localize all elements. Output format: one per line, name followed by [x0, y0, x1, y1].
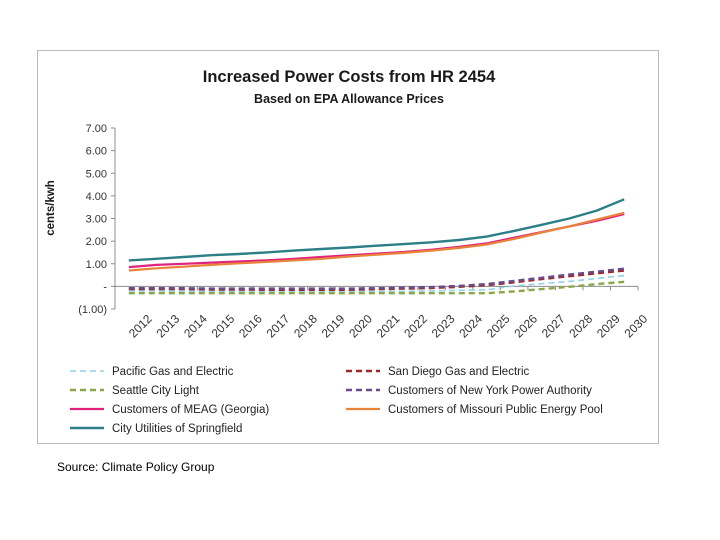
x-tick-label: 2017	[264, 311, 293, 340]
source-note: Source: Climate Policy Group	[57, 460, 215, 474]
y-tick-label: 5.00	[86, 168, 107, 180]
legend-label: Customers of New York Power Authority	[388, 385, 592, 397]
x-tick-label: 2029	[594, 311, 623, 340]
legend-label: City Utilities of Springfield	[112, 423, 242, 435]
x-tick-label: 2013	[154, 311, 183, 340]
x-tick-label: 2012	[126, 311, 155, 340]
series-line	[128, 274, 625, 293]
x-tick-label: 2024	[456, 311, 485, 340]
y-tick-label: 1.00	[86, 259, 107, 271]
x-tick-label: 2014	[181, 311, 210, 340]
legend-label: Customers of Missouri Public Energy Pool	[388, 404, 603, 416]
x-tick-label: 2023	[429, 311, 458, 340]
chart-frame: Increased Power Costs from HR 2454 Based…	[37, 50, 659, 444]
x-tick-label: 2021	[374, 311, 403, 340]
legend-label: Pacific Gas and Electric	[112, 366, 234, 378]
x-tick-label: 2025	[484, 311, 513, 340]
series-group	[128, 198, 625, 295]
x-tick-label: 2030	[621, 311, 650, 340]
chart-subtitle: Based on EPA Allowance Prices	[254, 92, 444, 106]
legend-label: Seattle City Light	[112, 385, 200, 397]
x-tick-label: 2016	[236, 311, 265, 340]
x-tick-label: 2028	[566, 311, 595, 340]
series-line	[128, 280, 625, 295]
legend-label: Customers of MEAG (Georgia)	[112, 404, 269, 416]
axes-group: 7.006.005.004.003.002.001.00-(1.00)20122…	[78, 123, 650, 340]
y-tick-label: (1.00)	[78, 304, 107, 316]
x-tick-label: 2018	[291, 311, 320, 340]
y-tick-label: 2.00	[86, 236, 107, 248]
y-tick-label: -	[103, 281, 107, 293]
x-tick-label: 2020	[346, 311, 375, 340]
x-tick-label: 2019	[319, 311, 348, 340]
series-line	[128, 211, 625, 272]
y-tick-label: 7.00	[86, 123, 107, 135]
y-tick-label: 6.00	[86, 146, 107, 158]
x-tick-label: 2026	[511, 311, 540, 340]
legend: Pacific Gas and Electric San Diego Gas an…	[70, 366, 603, 435]
y-tick-label: 4.00	[86, 191, 107, 203]
line-chart: Increased Power Costs from HR 2454 Based…	[45, 68, 650, 435]
series-line	[128, 267, 625, 290]
y-tick-label: 3.00	[86, 214, 107, 226]
x-tick-label: 2015	[209, 311, 238, 340]
x-tick-label: 2027	[539, 311, 568, 340]
x-tick-label: 2022	[401, 311, 430, 340]
legend-label: San Diego Gas and Electric	[388, 366, 530, 378]
y-axis-label: cents/kwh	[45, 180, 57, 236]
series-line	[128, 198, 625, 262]
chart-title: Increased Power Costs from HR 2454	[203, 68, 496, 86]
series-line	[128, 269, 625, 292]
